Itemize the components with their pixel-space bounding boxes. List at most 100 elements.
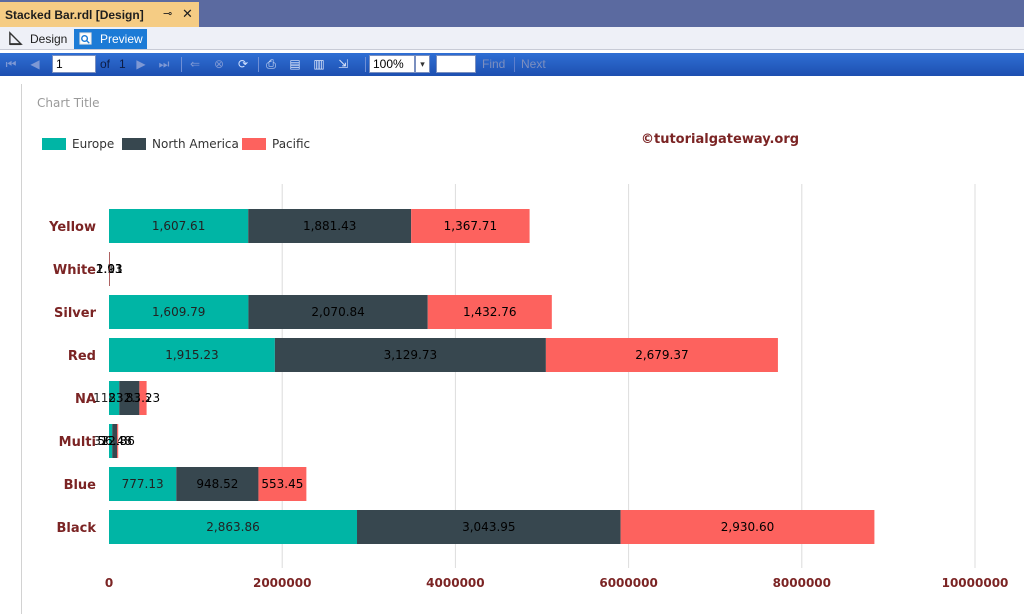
category-label: Silver bbox=[54, 306, 97, 321]
category-label: Blue bbox=[64, 478, 97, 493]
category-label: Multi bbox=[59, 435, 96, 450]
legend-swatch bbox=[42, 138, 66, 150]
of-label: of bbox=[100, 57, 111, 71]
toolbar-separator bbox=[514, 57, 515, 72]
refresh-icon[interactable]: ⟳ bbox=[237, 57, 249, 71]
document-tab[interactable]: Stacked Bar.rdl [Design] ⊸ ✕ bbox=[0, 2, 199, 27]
toolbar-separator bbox=[181, 57, 182, 72]
bar-segment bbox=[117, 424, 119, 458]
bar-segment bbox=[176, 467, 259, 501]
watermark-text: ©tutorialgateway.org bbox=[641, 132, 799, 147]
legend-label: Pacific bbox=[272, 137, 310, 151]
chart-title: Chart Title bbox=[37, 96, 100, 110]
print-layout-icon[interactable]: ▤ bbox=[289, 57, 301, 71]
bar-segment bbox=[139, 381, 147, 415]
chart-bars: 1,607.61 1,881.43 1,367.71 1.132.931.01 1,60… bbox=[93, 209, 875, 544]
legend-label: Europe bbox=[72, 137, 114, 151]
bar-segment bbox=[109, 381, 120, 415]
tab-preview-label: Preview bbox=[100, 32, 143, 46]
bar-segment bbox=[427, 295, 552, 329]
pin-icon[interactable]: ⊸ bbox=[163, 8, 173, 20]
bar-segment bbox=[109, 252, 110, 286]
category-label: White bbox=[53, 263, 96, 278]
bar-segment bbox=[357, 510, 621, 544]
stop-icon[interactable]: ⊗ bbox=[213, 57, 225, 71]
data-label: 1.01 bbox=[96, 262, 123, 276]
category-axis: Yellow White Silver Red NA Multi Blue Black bbox=[48, 220, 96, 536]
export-icon[interactable]: ⇲ bbox=[337, 57, 349, 71]
bar-segment bbox=[620, 510, 875, 544]
category-label: NA bbox=[75, 392, 96, 407]
report-margin-line bbox=[21, 84, 22, 614]
document-tab-title: Stacked Bar.rdl [Design] bbox=[5, 8, 144, 22]
x-tick-label: 8000000 bbox=[773, 576, 831, 590]
tab-design[interactable]: Design bbox=[4, 29, 71, 49]
x-tick-label: 0 bbox=[105, 576, 113, 590]
previous-page-icon[interactable]: ◀ bbox=[30, 57, 40, 71]
data-label: 2.93 bbox=[96, 262, 123, 276]
chart-legend: Europe North America Pacific bbox=[42, 137, 310, 151]
data-label: 3,129.73 bbox=[384, 348, 437, 362]
toolbar-separator bbox=[258, 57, 259, 72]
print-icon[interactable]: ⎙ bbox=[266, 57, 276, 71]
next-page-icon[interactable]: ▶ bbox=[136, 57, 146, 71]
bar-segment bbox=[109, 424, 113, 458]
stacked-bar-chart: Chart Title ©tutorialgateway.org Europe N… bbox=[37, 96, 1009, 590]
legend-swatch bbox=[242, 138, 266, 150]
legend-swatch bbox=[122, 138, 146, 150]
data-label: 12.86 bbox=[100, 434, 134, 448]
bar-segment bbox=[411, 209, 530, 243]
data-label: 83.23 bbox=[126, 391, 160, 405]
toolbar-separator bbox=[365, 57, 366, 72]
data-label: 1,609.79 bbox=[152, 305, 205, 319]
total-pages: 1 bbox=[119, 57, 126, 71]
find-input[interactable] bbox=[436, 55, 476, 73]
tab-preview[interactable]: Preview bbox=[74, 29, 147, 49]
data-label: 37.13 bbox=[93, 434, 127, 448]
view-tab-bar: Design Preview bbox=[0, 27, 1024, 50]
last-page-icon[interactable]: ⏭ bbox=[158, 57, 170, 71]
bar-segment bbox=[119, 381, 140, 415]
x-tick-label: 10000000 bbox=[942, 576, 1009, 590]
bar-segment bbox=[109, 338, 275, 372]
data-label: 1,367.71 bbox=[444, 219, 497, 233]
close-icon[interactable]: ✕ bbox=[182, 6, 193, 21]
data-label: 948.52 bbox=[196, 477, 238, 491]
bar-segment bbox=[274, 338, 546, 372]
page-setup-icon[interactable]: ▥ bbox=[313, 57, 325, 71]
data-label: 1,915.23 bbox=[165, 348, 218, 362]
bar-segment bbox=[248, 209, 412, 243]
data-label: 1,607.61 bbox=[152, 219, 205, 233]
next-link[interactable]: Next bbox=[521, 57, 546, 71]
bar-segment bbox=[109, 467, 177, 501]
data-label: 3,043.95 bbox=[462, 520, 515, 534]
back-icon[interactable]: ⇐ bbox=[189, 57, 201, 71]
category-label: Yellow bbox=[48, 220, 96, 235]
data-label: 2,679.37 bbox=[635, 348, 688, 362]
x-tick-label: 6000000 bbox=[599, 576, 657, 590]
bar-segment bbox=[109, 295, 249, 329]
zoom-select[interactable] bbox=[369, 55, 415, 73]
x-tick-label: 2000000 bbox=[253, 576, 311, 590]
bar-segment bbox=[109, 209, 249, 243]
data-label: 2,863.86 bbox=[206, 520, 259, 534]
bar-segment bbox=[109, 510, 358, 544]
tab-design-label: Design bbox=[30, 32, 68, 46]
data-label: 2,070.84 bbox=[311, 305, 364, 319]
first-page-icon[interactable]: ⏮ bbox=[5, 57, 17, 71]
page-number-input[interactable] bbox=[52, 55, 96, 73]
data-label: 1.13 bbox=[96, 262, 123, 276]
preview-icon bbox=[79, 32, 92, 45]
find-link[interactable]: Find bbox=[482, 57, 506, 71]
design-icon bbox=[9, 31, 23, 46]
category-label: Red bbox=[68, 349, 96, 364]
x-tick-label: 4000000 bbox=[426, 576, 484, 590]
bar-segment bbox=[545, 338, 778, 372]
bar-segment bbox=[248, 295, 428, 329]
chevron-down-icon[interactable]: ▾ bbox=[415, 55, 430, 73]
category-label: Black bbox=[57, 521, 97, 536]
data-label: 777.13 bbox=[122, 477, 164, 491]
data-label: 1,881.43 bbox=[303, 219, 356, 233]
title-bar: Stacked Bar.rdl [Design] ⊸ ✕ bbox=[0, 0, 1024, 27]
legend-label: North America bbox=[152, 137, 239, 151]
